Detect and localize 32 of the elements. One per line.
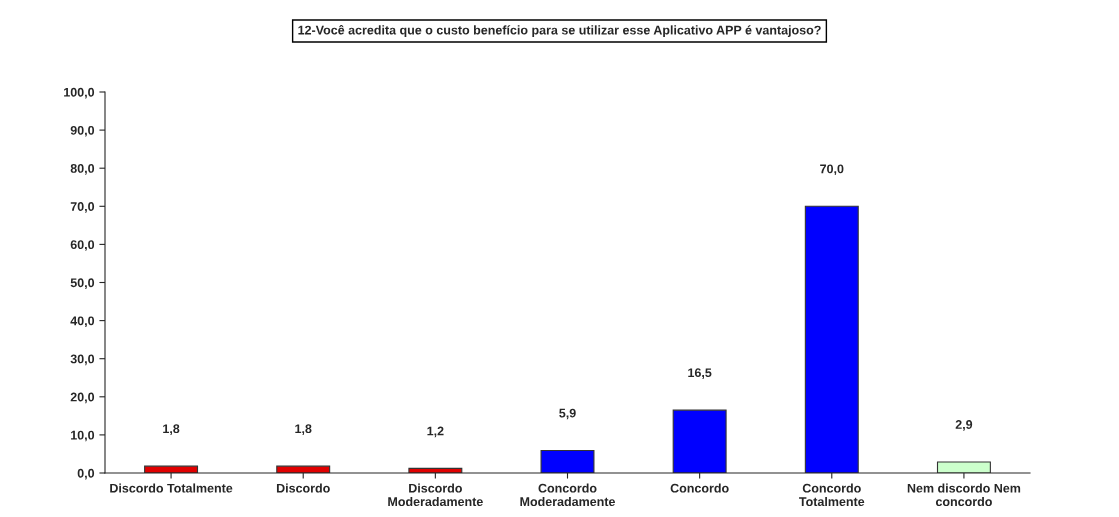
- y-tick-label: 60,0: [70, 240, 95, 251]
- x-tick-label: Discordo: [276, 483, 330, 493]
- data-label: 1,8: [295, 424, 312, 435]
- y-tick-label: 50,0: [70, 278, 95, 289]
- x-tick-label: Discordo Totalmente: [110, 483, 233, 493]
- x-tick-label: Concordo Moderadamente: [520, 483, 615, 507]
- data-label: 1,8: [163, 424, 180, 435]
- x-tick-label: Concordo: [670, 483, 729, 493]
- bar: [804, 205, 859, 473]
- data-label: 5,9: [559, 408, 576, 420]
- x-tick-label: Discordo Moderadamente: [388, 483, 483, 507]
- y-tick-label: 80,0: [70, 164, 95, 175]
- y-tick-label: 30,0: [70, 354, 95, 366]
- bar: [276, 465, 331, 473]
- data-label: 16,5: [688, 368, 712, 379]
- y-tick-label: 40,0: [70, 316, 95, 328]
- y-tick-label: 70,0: [70, 202, 95, 213]
- bar: [144, 465, 199, 473]
- data-label: 70,0: [820, 164, 844, 176]
- chart-title: 12-Você acredita que o custo benefício para se utilizar esse Aplicativo APP é vantajoso?: [298, 25, 821, 37]
- y-tick-label: 10,0: [71, 430, 95, 442]
- data-label: 2,9: [955, 420, 973, 431]
- bar: [936, 461, 991, 473]
- x-tick-label: Nem discordo Nem concordo: [907, 483, 1021, 507]
- y-tick-label: 20,0: [70, 392, 95, 404]
- y-tick-label: 90,0: [70, 125, 95, 137]
- y-tick-label: 100,0: [64, 87, 95, 99]
- y-tick-label: 0,0: [77, 468, 95, 480]
- x-tick-label: Concordo Totalmente: [799, 483, 865, 507]
- bar: [540, 449, 595, 473]
- data-label: 1,2: [427, 426, 444, 438]
- bar: [672, 409, 727, 473]
